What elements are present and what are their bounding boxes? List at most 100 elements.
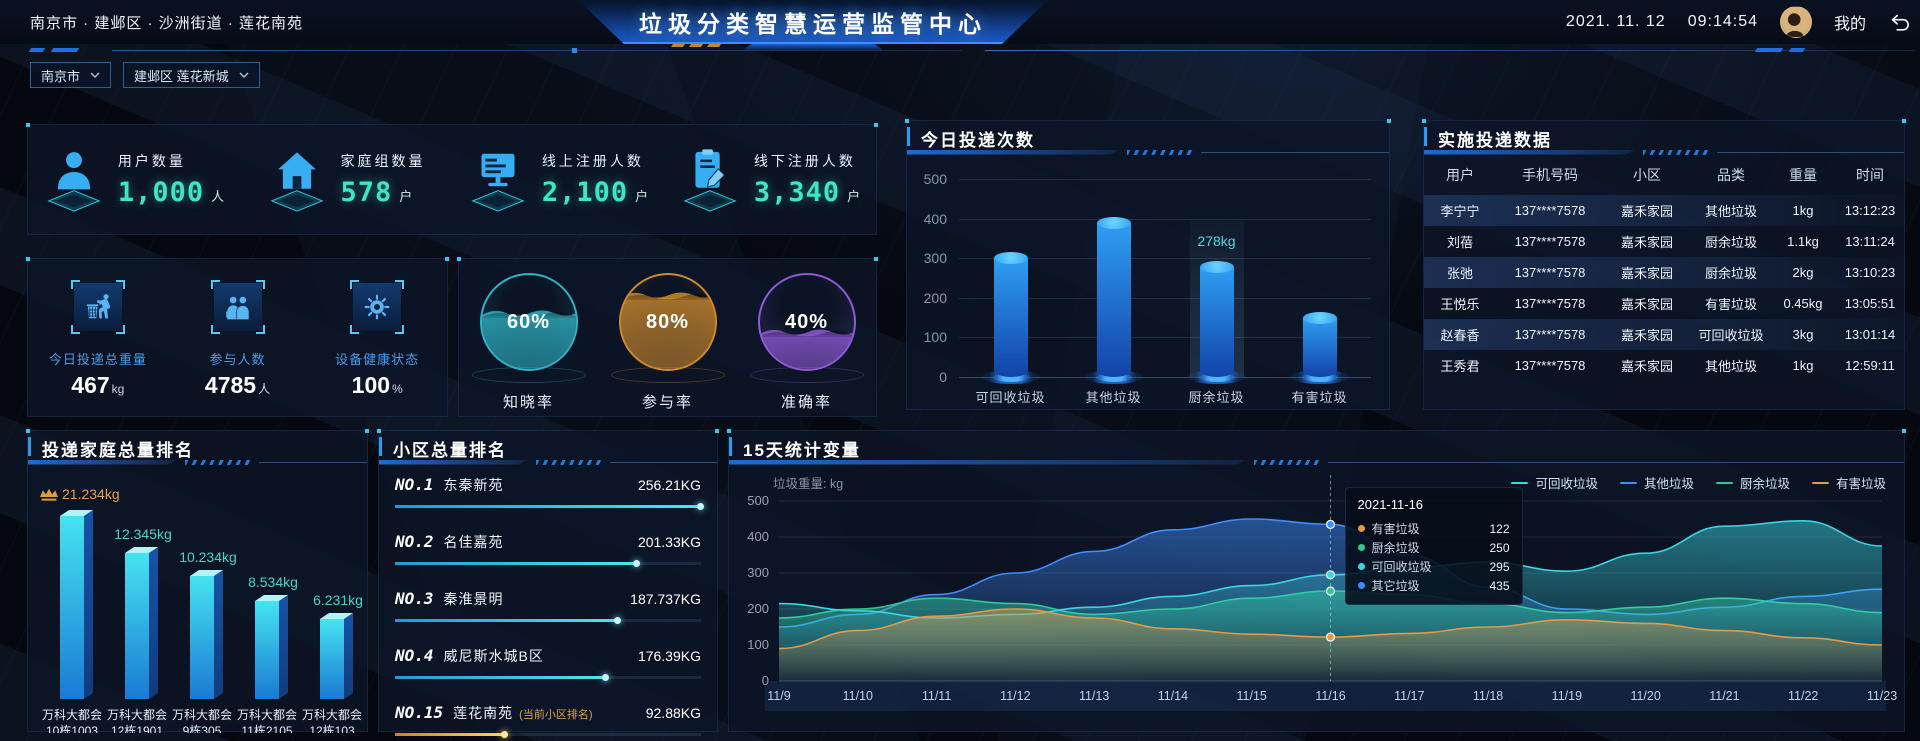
bar-cylinder-top <box>1302 311 1337 324</box>
legend-item[interactable]: 其他垃圾 <box>1619 473 1694 492</box>
gauge-liquid <box>620 292 715 369</box>
legend-item[interactable]: 厨余垃圾 <box>1715 473 1790 492</box>
bar-cylinder-top <box>993 252 1028 265</box>
table-cell: 0.45kg <box>1783 296 1823 311</box>
y-axis-tick: 0 <box>939 369 947 385</box>
ranking-progress-fill <box>395 560 640 567</box>
table-cell: 赵春香 <box>1440 328 1480 343</box>
top-stat-label: 线下注册人数 <box>753 153 856 169</box>
family-ranking-chart: 21.234kg 万科大都会 10栋1003 12.345kg 万科大都会 12栋1… <box>28 465 369 738</box>
ranking-rank: NO.3 <box>395 589 434 608</box>
top-stat-text: 家庭组数量 578 户 <box>341 151 426 208</box>
city-select[interactable]: 南京市 <box>30 62 112 88</box>
participants-icon <box>210 280 265 334</box>
table-cell: 嘉禾家园 <box>1620 266 1673 281</box>
panel-header: 小区总量排名 <box>379 431 717 465</box>
bar-category-line1: 万科大都会 <box>237 708 297 722</box>
avatar[interactable] <box>1779 6 1812 38</box>
bar-pedestal-core <box>992 372 1029 382</box>
today-stat: 设备健康状态 100% <box>307 259 447 416</box>
ranking-progress-fill <box>395 731 509 738</box>
table-cell: 厨余垃圾 <box>1704 266 1757 281</box>
tooltip-title: 2021-11-16 <box>1357 497 1424 512</box>
ranking-value: 187.737KG <box>630 591 701 607</box>
column-header: 手机号码 <box>1522 167 1578 183</box>
gauge-label: 参与率 <box>641 394 693 411</box>
bar-category-line2: 10栋1003 <box>46 723 98 733</box>
ranking-progress-track <box>395 617 701 624</box>
bar-value-label: 10.234kg <box>179 549 237 565</box>
tooltip-row: 其它垃圾 435 <box>1357 576 1510 595</box>
ranking-item[interactable]: NO.2 名佳嘉苑 201.33KG <box>395 532 701 589</box>
table-cell: 3kg <box>1792 327 1814 342</box>
x-axis-tick: 11/12 <box>1000 689 1030 703</box>
rate-gauge: 40% 准确率 <box>737 259 876 416</box>
panel-header: 实施投递数据 <box>1424 121 1904 155</box>
table-cell: 137****7578 <box>1514 234 1586 249</box>
today-stat: 参与人数 4785 人 <box>168 259 308 416</box>
column-header: 小区 <box>1633 167 1661 183</box>
ranking-item[interactable]: NO.1 东秦新苑 256.21KG <box>395 475 704 532</box>
legend-item[interactable]: 可回收垃圾 <box>1511 473 1598 492</box>
ranking-name: 威尼斯水城B区 <box>443 648 544 664</box>
community-ranking-panel: 小区总量排名 NO.1 东秦新苑 256.21KG NO.2 名佳嘉苑 201.3… <box>377 429 719 738</box>
today-stat: 今日投递总重量 467 kg <box>28 259 168 416</box>
top-stat-label: 家庭组数量 <box>340 153 426 169</box>
rate-gauge: 60% 知晓率 <box>459 259 598 416</box>
time-label: 09:14:54 <box>1687 13 1758 30</box>
panel-header: 今日投递次数 <box>907 121 1389 155</box>
table-cell: 137****7578 <box>1514 265 1586 280</box>
ranking-progress-track <box>395 731 701 738</box>
family-bar[interactable] <box>190 570 223 699</box>
ranking-value: 92.88KG <box>645 705 701 721</box>
ranking-line: NO.2 名佳嘉苑 201.33KG <box>395 532 701 552</box>
y-axis-tick: 500 <box>747 493 769 508</box>
ranking-item[interactable]: NO.3 秦淮景明 187.737KG <box>395 589 701 646</box>
bar-cylinder[interactable] <box>1302 317 1337 377</box>
y-axis-tick: 100 <box>747 637 769 652</box>
family-bar[interactable] <box>60 510 93 699</box>
x-axis-category: 厨余垃圾 <box>1188 390 1245 405</box>
table-row: 王悦乐 137****7578 嘉禾家园 有害垃圾 0.45kg 13:05:51 <box>1424 288 1906 319</box>
family-bar[interactable] <box>320 613 353 699</box>
table-cell: 13:01:14 <box>1844 327 1896 342</box>
top-stat-unit: 户 <box>635 189 649 204</box>
legend-label: 其他垃圾 <box>1643 477 1694 491</box>
bar-value-label: 12.345kg <box>114 526 172 542</box>
y-axis-label: 垃圾重量: kg <box>773 477 844 491</box>
bar-cylinder[interactable] <box>1096 222 1131 377</box>
table-row: 李宁宁 137****7578 嘉禾家园 其他垃圾 1kg 13:12:23 <box>1424 195 1906 226</box>
x-axis-category: 可回收垃圾 <box>975 390 1046 405</box>
ranking-item[interactable]: NO.15 莲花南苑 (当前小区排名) 92.88KG <box>395 703 701 741</box>
legend-item[interactable]: 有害垃圾 <box>1811 473 1886 492</box>
ranking-progress-fill <box>395 503 704 510</box>
x-axis-tick: 11/13 <box>1079 689 1109 703</box>
bar-cylinder[interactable] <box>1199 266 1234 377</box>
community-select[interactable]: 建邺区 莲花新城 <box>123 62 260 88</box>
gauge-ball: 80% <box>618 273 717 371</box>
gauge-label: 准确率 <box>780 394 832 411</box>
family-bar[interactable] <box>255 595 288 699</box>
offline-register-icon <box>680 147 740 213</box>
bar-pedestal-core <box>1301 372 1338 382</box>
gridline <box>959 297 1371 299</box>
today-stats-panel: 今日投递总重量 467 kg 参与人数 4785 人 设备健康状态 100% <box>26 257 449 417</box>
bar-value-label: 6.231kg <box>313 592 363 608</box>
table-cell: 137****7578 <box>1514 296 1586 311</box>
top-header: 南京市 · 建邺区 · 沙洲街道 · 莲花南苑 垃圾分类智慧运营监管中心 202… <box>0 0 1920 44</box>
rate-gauges-panel: 60% 知晓率 80% 参与率 40% 准确率 <box>457 257 878 417</box>
top-stat-value: 2,100 户 <box>542 177 648 208</box>
ranking-progress-track <box>395 503 704 510</box>
table-cell: 其他垃圾 <box>1704 204 1757 219</box>
panel-title: 投递家庭总量排名 <box>42 441 194 460</box>
top-stat-value: 578 户 <box>341 177 426 208</box>
ranking-item[interactable]: NO.4 威尼斯水城B区 176.39KG <box>395 646 701 703</box>
family-bar[interactable] <box>125 547 158 699</box>
back-icon[interactable] <box>1888 11 1910 33</box>
top-stat-value: 1,000 人 <box>118 177 224 208</box>
top-stat-value: 3,340 户 <box>754 177 860 208</box>
bar-cylinder[interactable] <box>993 258 1028 377</box>
gauge-percent: 80% <box>645 311 690 333</box>
profile-link[interactable]: 我的 <box>1833 16 1866 33</box>
top-stat-unit: 户 <box>847 189 861 204</box>
